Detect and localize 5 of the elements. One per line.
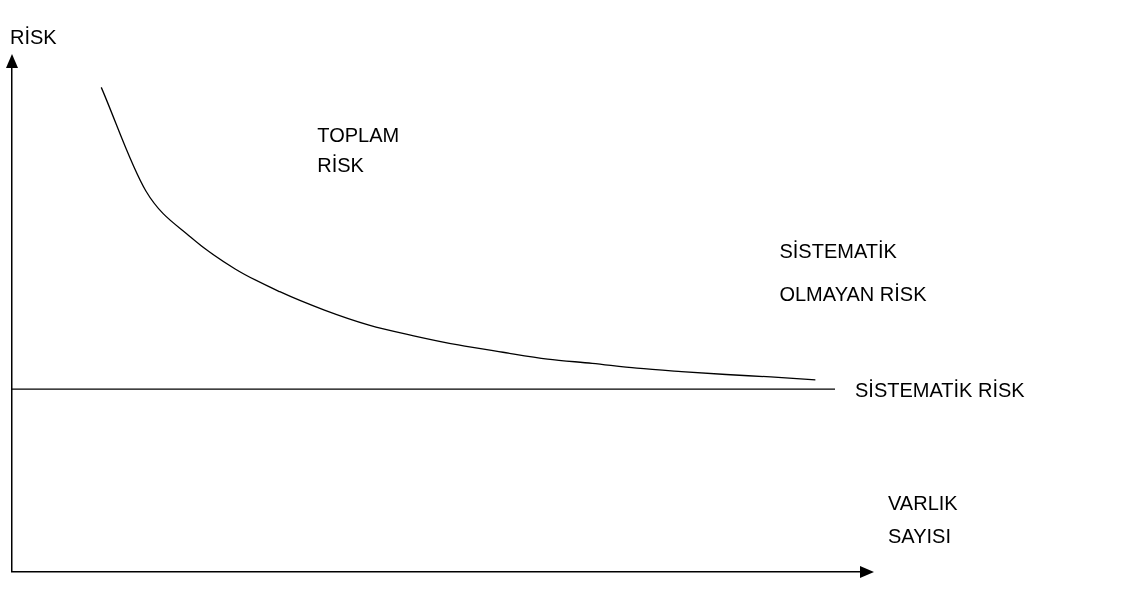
annotation: SİSTEMATİK OLMAYAN RİSK <box>779 239 928 305</box>
ref-line-label: SİSTEMATİK RİSK <box>855 378 1026 401</box>
x-axis-title: VARLIK SAYISI <box>888 492 959 548</box>
y-axis-title: RİSK <box>10 25 58 48</box>
annotation: TOPLAM RİSK <box>317 123 400 176</box>
